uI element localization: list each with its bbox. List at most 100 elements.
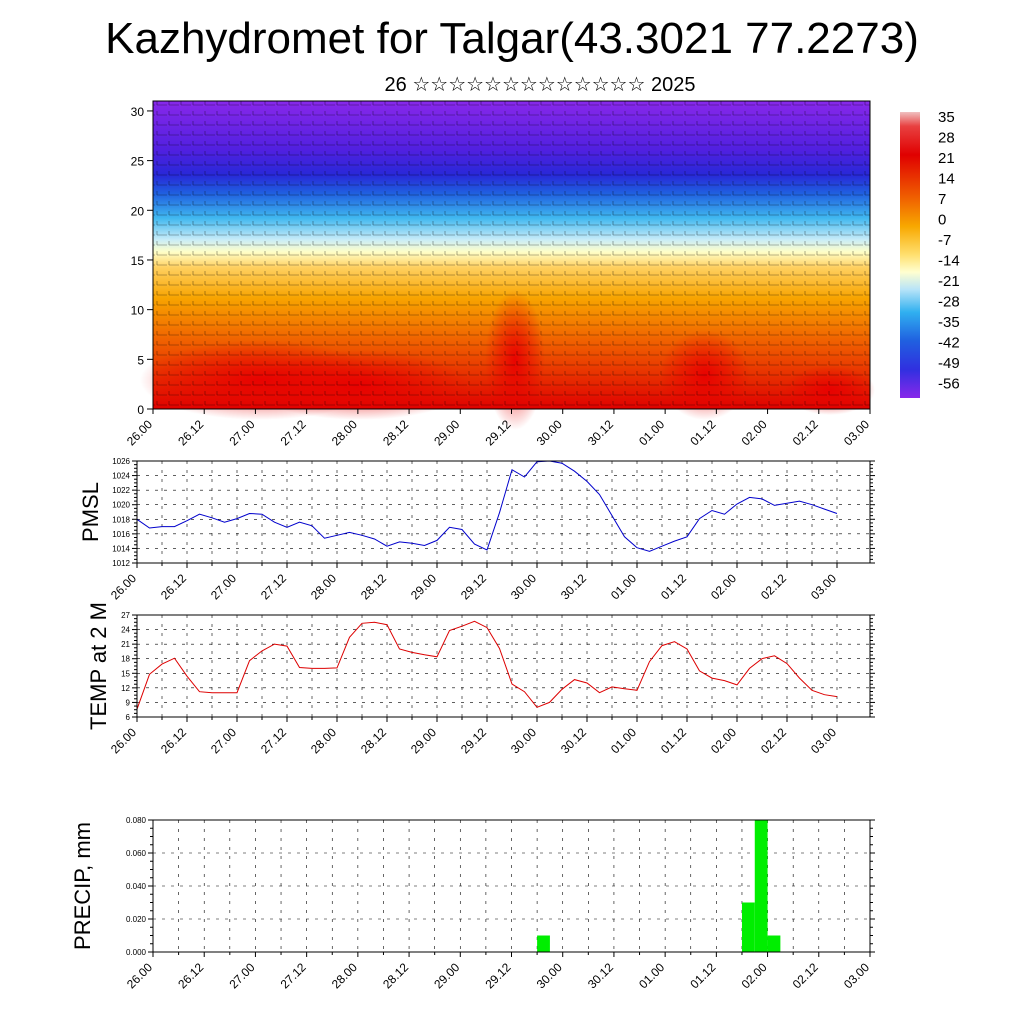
x-tick-label: 30.00 [508,571,539,602]
x-tick-label: 26.12 [175,417,206,448]
colorbar-label: -42 [938,335,960,352]
y-tick-label: 10 [131,304,145,318]
y-tick-label: 21 [121,640,130,649]
y-tick-label: 1026 [112,457,130,466]
x-tick-label: 29.12 [458,725,489,756]
series-line [136,460,838,552]
y-tick-label: 15 [121,669,130,678]
x-tick-label: 02.00 [739,960,770,991]
y-tick-label: 27 [121,611,130,620]
x-tick-label: 01.12 [658,571,689,602]
x-tick-label: 02.00 [739,417,770,448]
x-tick-label: 26.12 [158,725,189,756]
colorbar-label: 0 [938,212,946,229]
x-tick-label: 27.00 [226,417,257,448]
y-tick-label: 24 [121,626,130,635]
x-tick-label: 30.12 [585,960,616,991]
x-tick-label: 03.00 [808,571,839,602]
x-tick-label: 01.00 [636,417,667,448]
colorbar-label: -35 [938,314,960,331]
x-tick-label: 02.12 [790,417,821,448]
y-tick-label: 1018 [112,515,130,524]
y-tick-label: 0 [137,403,144,417]
x-tick-label: 02.00 [708,725,739,756]
heatmap-y-ticks: 0 5 10 15 20 25 30 [131,105,153,417]
y-tick-label: 0.020 [126,915,147,924]
precip-bar [754,820,768,952]
y-tick-label: 0.060 [126,849,147,858]
y-axis-label: TEMP at 2 M [86,602,111,730]
y-tick-label: 1012 [112,559,130,568]
temp-panel: 6 9 12 15 18 21 24 27 26.00 26.12 27.00 27.12 28.00 2… [86,602,875,756]
x-tick-label: 26.00 [108,725,139,756]
y-tick-label: 1020 [112,501,130,510]
x-tick-label: 02.12 [758,571,789,602]
x-tick-label: 28.00 [329,417,360,448]
y-tick-label: 18 [121,655,130,664]
colorbar-label: 28 [938,130,955,147]
series-line [136,620,838,710]
x-tick-label: 28.12 [358,725,389,756]
colorbar-label: 21 [938,150,955,167]
x-tick-label: 28.12 [358,571,389,602]
x-tick-label: 01.12 [658,725,689,756]
x-tick-label: 30.00 [534,960,565,991]
x-tick-label: 03.00 [841,960,872,991]
y-tick-label: 30 [131,105,145,119]
y-tick-label: 9 [126,698,131,707]
y-axis-label: PMSL [78,482,103,542]
x-tick-label: 01.00 [636,960,667,991]
colorbar-label: 35 [938,109,955,126]
x-tick-label: 29.12 [482,960,513,991]
chart-title: Kazhydromet for Talgar(43.3021 77.2273) [105,14,919,63]
x-tick-label: 02.12 [790,960,821,991]
x-tick-label: 01.12 [687,960,718,991]
precip-bar [537,935,550,952]
x-tick-label: 30.00 [534,417,565,448]
x-tick-label: 29.00 [408,725,439,756]
x-tick-label: 28.12 [380,417,411,448]
y-tick-label: 25 [131,155,145,169]
y-tick-label: 20 [131,204,145,218]
x-tick-label: 27.12 [278,960,309,991]
x-tick-label: 27.00 [208,725,239,756]
x-tick-label: 27.00 [208,571,239,602]
cross-section-panel: 0 5 10 15 20 25 30 26.00 26.12 27.00 27.12 28.00 28… [124,100,875,448]
colorbar-label: -21 [938,273,960,290]
panel-frame [136,460,871,564]
y-tick-label: 15 [131,254,145,268]
x-tick-label: 29.00 [431,960,462,991]
x-tick-label: 28.00 [329,960,360,991]
y-tick-label: 0.040 [126,882,147,891]
pmsl-panel: 1012 1014 1016 1018 1020 1022 1024 1026 26.00 26.… [78,457,875,602]
y-tick-label: 0.080 [126,816,147,825]
x-tick-label: 26.12 [158,571,189,602]
y-tick-label: 1014 [112,544,130,553]
wind-barbs [153,101,870,409]
y-tick-label: 12 [121,684,130,693]
x-tick-label: 27.00 [226,960,257,991]
colorbar: 35 28 21 14 7 0 -7 -14 -21 -28 -35 -42 -49 -56 [900,109,960,398]
colorbar-label: -7 [938,232,951,249]
x-tick-label: 28.12 [380,960,411,991]
x-tick-label: 27.12 [258,571,289,602]
x-tick-label: 03.00 [841,417,872,448]
x-tick-label: 01.12 [687,417,718,448]
colorbar-label: 14 [938,171,955,188]
y-tick-label: 0.000 [126,948,147,957]
colorbar-labels: 35 28 21 14 7 0 -7 -14 -21 -28 -35 -42 -49 -56 [938,109,960,393]
y-tick-label: 1022 [112,486,130,495]
x-tick-label: 02.12 [758,725,789,756]
y-tick-label: 1016 [112,530,130,539]
x-tick-label: 26.12 [175,960,206,991]
x-tick-label: 29.12 [458,571,489,602]
x-tick-label: 29.00 [431,417,462,448]
x-tick-label: 27.12 [258,725,289,756]
x-tick-label: 28.00 [308,571,339,602]
x-tick-label: 26.00 [124,417,155,448]
x-tick-label: 30.12 [558,571,589,602]
chart-subtitle: 26 ☆☆☆☆☆☆☆☆☆☆☆☆☆ 2025 [384,74,696,96]
x-tick-label: 03.00 [808,725,839,756]
colorbar-label: -14 [938,253,960,270]
